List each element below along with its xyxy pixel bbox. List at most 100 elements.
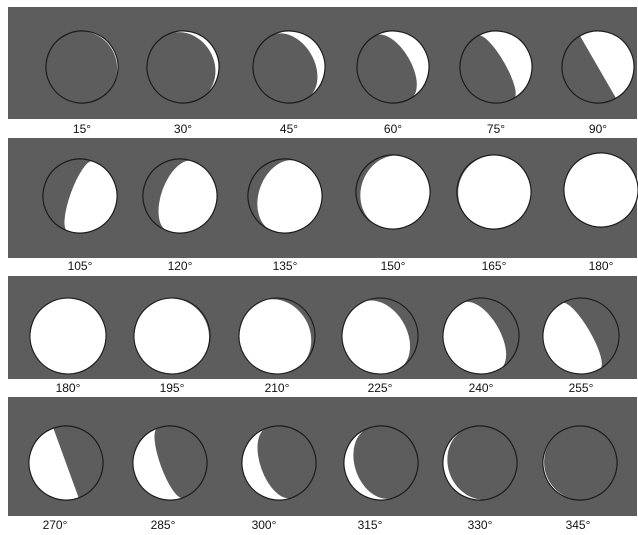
lit-portion xyxy=(64,31,118,99)
angle-label: 90° xyxy=(588,122,608,136)
disk-outline xyxy=(28,425,104,501)
disk-outline xyxy=(247,158,323,234)
disk-outline xyxy=(563,152,638,228)
disk-outline xyxy=(456,154,532,230)
moon-phase-disk xyxy=(45,30,119,104)
disk-outline xyxy=(142,158,218,234)
disk-outline xyxy=(356,30,430,104)
disk-outline xyxy=(355,154,431,230)
angle-label: 195° xyxy=(159,381,185,395)
moon-phase-disk xyxy=(241,425,317,501)
angle-label: 165° xyxy=(481,259,507,273)
moon-phase-disk xyxy=(356,30,430,104)
moon-phase-disk xyxy=(252,30,326,104)
disk-outline xyxy=(29,297,107,375)
lit-portion xyxy=(134,298,210,374)
moon-phase-disk xyxy=(442,425,518,501)
lit-portion xyxy=(564,153,638,227)
disk-outline xyxy=(133,297,211,375)
disk-outline xyxy=(42,158,118,234)
disk-outline xyxy=(442,425,518,501)
lit-portion xyxy=(30,298,106,374)
angle-label: 30° xyxy=(173,122,193,136)
lit-portion xyxy=(375,31,429,99)
lit-portion xyxy=(580,31,634,99)
moon-phase-disk xyxy=(29,297,107,375)
disk-outline xyxy=(45,30,119,104)
angle-label: 345° xyxy=(565,518,591,532)
lit-portion xyxy=(242,428,292,500)
disk-outline xyxy=(341,297,419,375)
angle-label: 15° xyxy=(72,122,92,136)
moon-phase-disk xyxy=(133,297,211,375)
angle-label: 120° xyxy=(167,259,193,273)
angle-label: 45° xyxy=(279,122,299,136)
disk-outline xyxy=(146,30,220,104)
disk-outline xyxy=(442,297,520,375)
moon-phase-disk xyxy=(561,30,635,104)
lit-portion xyxy=(64,161,117,233)
moon-phase-disk xyxy=(238,297,316,375)
disk-outline xyxy=(252,30,326,104)
moon-phase-disk xyxy=(343,425,419,501)
lit-portion xyxy=(342,300,411,374)
angle-label: 135° xyxy=(272,259,298,273)
lit-portion xyxy=(344,428,394,500)
moon-phase-disk xyxy=(442,297,520,375)
angle-label: 240° xyxy=(468,381,494,395)
angle-label: 330° xyxy=(467,518,493,532)
angle-label: 75° xyxy=(486,122,506,136)
angle-label: 315° xyxy=(357,518,383,532)
panel-row-4 xyxy=(8,397,637,516)
angle-label: 225° xyxy=(367,381,393,395)
moon-phase-disk xyxy=(341,297,419,375)
disk-outline xyxy=(542,297,620,375)
disk-outline xyxy=(241,425,317,501)
moon-phase-disk xyxy=(355,154,431,230)
angle-label: 105° xyxy=(67,259,93,273)
lit-portion xyxy=(133,428,183,500)
lit-portion xyxy=(443,428,493,500)
panel-row-3 xyxy=(8,276,637,379)
angle-label: 180° xyxy=(55,381,81,395)
lit-portion xyxy=(165,31,219,99)
moon-phase-disk xyxy=(146,30,220,104)
moon-phase-disk xyxy=(42,158,118,234)
angle-label: 150° xyxy=(380,259,406,273)
moon-phase-disk xyxy=(459,30,533,104)
lit-portion xyxy=(543,302,602,374)
disk-outline xyxy=(542,425,618,501)
angle-label: 255° xyxy=(568,381,594,395)
lit-portion xyxy=(443,301,507,374)
moon-phase-disk xyxy=(563,152,638,228)
lit-portion xyxy=(239,299,312,374)
angle-label: 180° xyxy=(588,259,614,273)
disk-outline xyxy=(459,30,533,104)
angle-label: 210° xyxy=(264,381,290,395)
lit-portion xyxy=(158,160,217,233)
disk-outline xyxy=(132,425,208,501)
moon-phase-disk xyxy=(247,158,323,234)
moon-phase-disk xyxy=(542,297,620,375)
disk-outline xyxy=(343,425,419,501)
disk-outline xyxy=(561,30,635,104)
moon-phase-disk xyxy=(132,425,208,501)
moon-phase-disk xyxy=(542,425,618,501)
lit-portion xyxy=(271,31,325,99)
angle-label: 285° xyxy=(150,518,176,532)
angle-label: 270° xyxy=(42,518,68,532)
lit-portion xyxy=(29,428,79,500)
lit-portion xyxy=(257,160,322,233)
lit-portion xyxy=(458,155,531,229)
angle-label: 300° xyxy=(251,518,277,532)
moon-phase-disk xyxy=(28,425,104,501)
moon-phase-disk xyxy=(142,158,218,234)
disk-outline xyxy=(238,297,316,375)
lit-portion xyxy=(478,31,532,99)
moon-phase-disk xyxy=(456,154,532,230)
angle-label: 60° xyxy=(383,122,403,136)
lit-portion xyxy=(360,155,430,229)
lit-portion xyxy=(543,428,593,500)
